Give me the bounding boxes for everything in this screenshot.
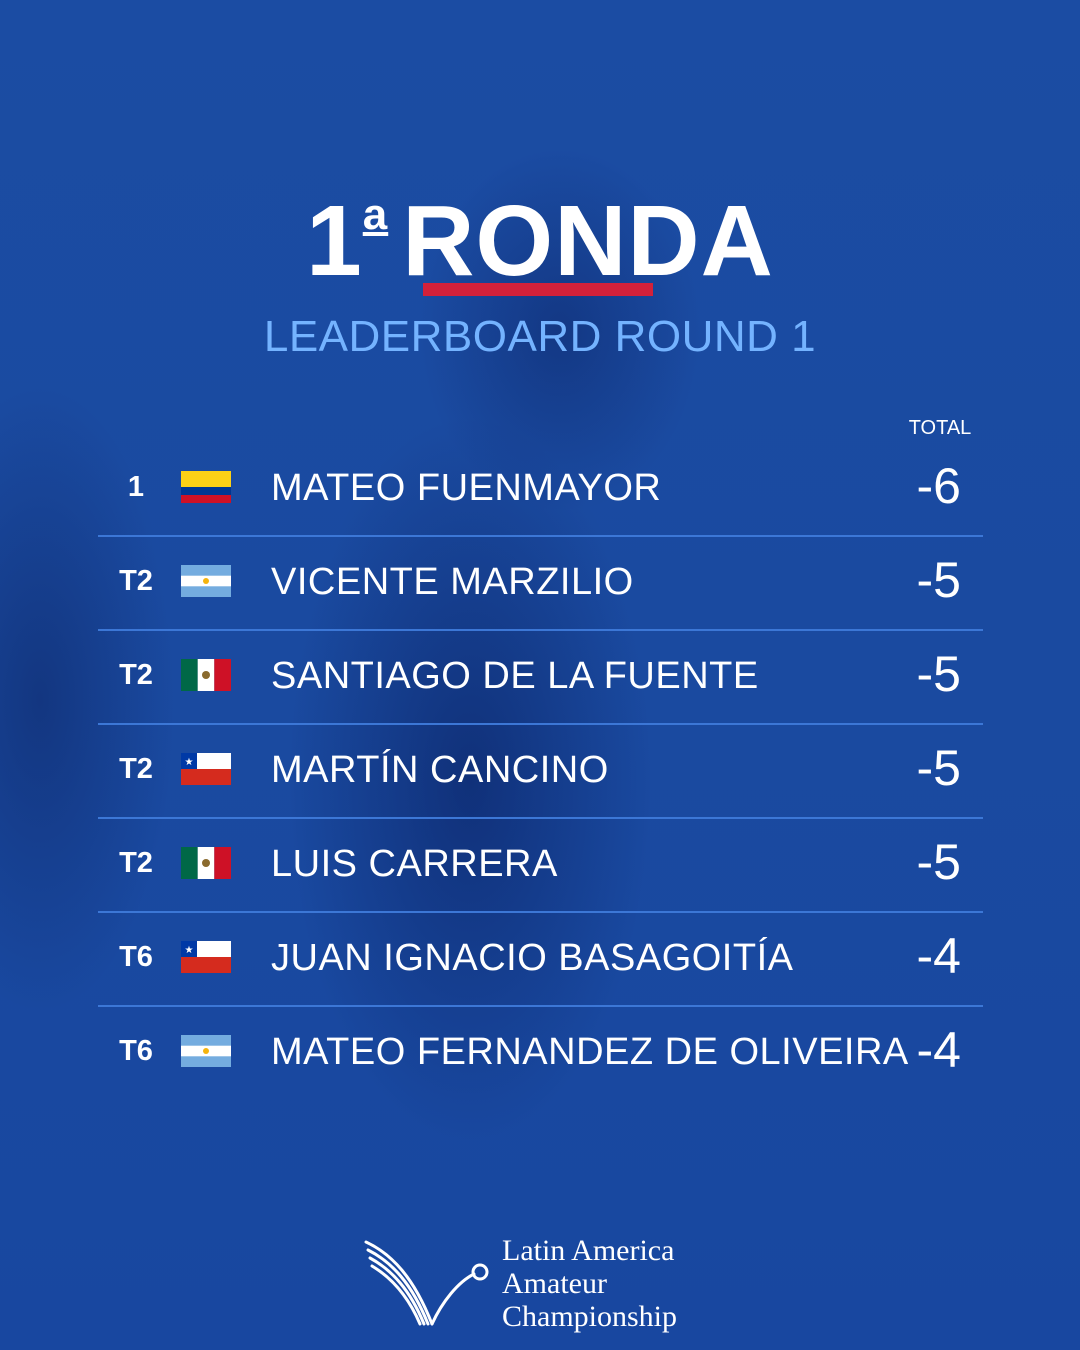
leaderboard-row: T6 MATEO FERNANDEZ DE OLIVEIRA -4 — [98, 1007, 983, 1099]
leaderboard-row: T2 LUIS CARRERA -5 — [98, 819, 983, 913]
colombia-flag-icon — [181, 471, 231, 503]
logo-line-1: Latin America — [502, 1234, 675, 1267]
row-total: -6 — [916, 458, 961, 514]
mexico-flag-icon — [181, 659, 231, 691]
row-position: T6 — [119, 1035, 153, 1067]
row-position: T2 — [119, 847, 153, 879]
row-player-name: LUIS CARRERA — [271, 843, 558, 885]
row-player-name: MATEO FERNANDEZ DE OLIVEIRA — [271, 1031, 909, 1073]
row-total: -4 — [916, 928, 961, 984]
logo-swoosh-icon — [364, 1240, 489, 1326]
row-player-name: VICENTE MARZILIO — [271, 561, 634, 603]
row-total: -5 — [916, 740, 961, 796]
title-word: RONDA — [402, 185, 774, 297]
leaderboard-row: 1 MATEO FUENMAYOR -6 — [98, 443, 983, 537]
chile-flag-icon: ★ — [181, 941, 231, 973]
mexico-flag-icon — [181, 847, 231, 879]
championship-logo: Latin America Amateur Championship — [362, 1232, 722, 1333]
chile-flag-icon: ★ — [181, 753, 231, 785]
row-position: T6 — [119, 941, 153, 973]
title-underline-bar — [423, 283, 653, 296]
svg-text:★: ★ — [185, 945, 194, 956]
row-player-name: SANTIAGO DE LA FUENTE — [271, 655, 759, 697]
title-number: 1 — [306, 185, 363, 297]
logo-wordmark: Latin America Amateur Championship — [502, 1234, 677, 1333]
leaderboard-row: T6 ★ JUAN IGNACIO BASAGOITÍA -4 — [98, 913, 983, 1007]
page-title: 1a RONDA — [0, 160, 1080, 296]
argentina-flag-icon — [181, 565, 231, 597]
row-position: T2 — [119, 659, 153, 691]
row-player-name: MATEO FUENMAYOR — [271, 467, 662, 509]
row-player-name: JUAN IGNACIO BASAGOITÍA — [271, 937, 794, 979]
total-column-header: TOTAL — [908, 417, 972, 439]
row-player-name: MARTÍN CANCINO — [271, 749, 609, 791]
page-subtitle: LEADERBOARD ROUND 1 — [263, 312, 817, 361]
leaderboard-row: T2 VICENTE MARZILIO -5 — [98, 537, 983, 631]
title-ordinal: a — [362, 190, 389, 239]
row-total: -5 — [916, 646, 961, 702]
row-total: -4 — [916, 1022, 961, 1078]
argentina-flag-icon — [181, 1035, 231, 1067]
row-position: 1 — [127, 471, 145, 503]
row-position: T2 — [119, 753, 153, 785]
logo-line-3: Championship — [502, 1300, 678, 1333]
row-total: -5 — [916, 834, 961, 890]
row-total: -5 — [916, 552, 961, 608]
leaderboard-row: T2 SANTIAGO DE LA FUENTE -5 — [98, 631, 983, 725]
leaderboard-table: 1 MATEO FUENMAYOR -6 T2 VICENTE MARZILIO… — [98, 443, 983, 1099]
svg-text:★: ★ — [185, 757, 194, 768]
row-position: T2 — [119, 565, 153, 597]
logo-line-2: Amateur — [502, 1267, 607, 1300]
leaderboard-row: T2 ★ MARTÍN CANCINO -5 — [98, 725, 983, 819]
